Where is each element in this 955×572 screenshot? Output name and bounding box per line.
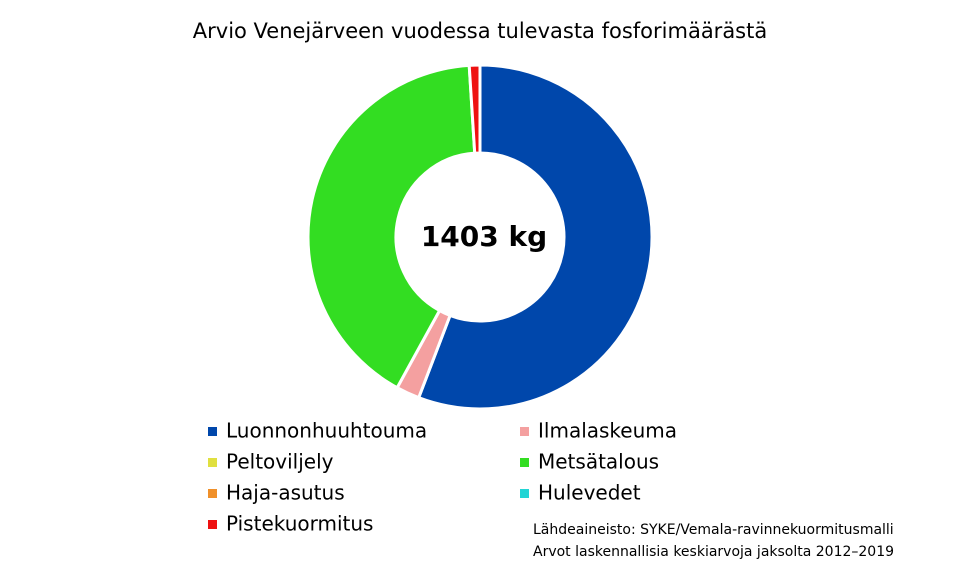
legend-marker	[520, 489, 529, 498]
legend-label: Ilmalaskeuma	[538, 419, 677, 443]
donut	[306, 63, 654, 411]
legend-label: Luonnonhuuhtouma	[226, 419, 427, 443]
legend-label: Metsätalous	[538, 450, 659, 474]
legend-marker	[208, 427, 217, 436]
slice	[467, 63, 482, 155]
chart-title: Arvio Venejärveen vuodessa tulevasta fos…	[193, 19, 767, 43]
slice	[306, 63, 477, 390]
legend-marker	[208, 520, 217, 529]
legend-label: Peltoviljely	[226, 450, 334, 474]
center-label: 1403 kg	[421, 220, 547, 253]
legend-label: Pistekuormitus	[226, 512, 373, 536]
legend-marker	[208, 489, 217, 498]
legend-label: Hulevedet	[538, 481, 641, 505]
slice	[416, 63, 654, 411]
legend-marker	[520, 458, 529, 467]
legend-label: Haja-asutus	[226, 481, 345, 505]
legend-marker	[520, 427, 529, 436]
legend-marker	[208, 458, 217, 467]
period-note: Arvot laskennallisia keskiarvoja jaksolt…	[533, 544, 894, 560]
source-note: Lähdeaineisto: SYKE/Vemala-ravinnekuormi…	[533, 522, 894, 538]
